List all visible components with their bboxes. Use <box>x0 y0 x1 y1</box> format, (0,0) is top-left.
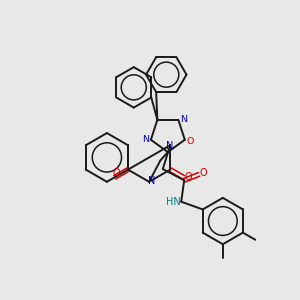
Text: O: O <box>187 137 194 146</box>
Text: HN: HN <box>166 197 180 207</box>
Text: N: N <box>166 141 173 151</box>
Text: O: O <box>112 169 120 178</box>
Text: O: O <box>185 172 193 182</box>
Text: O: O <box>199 168 207 178</box>
Text: N: N <box>148 176 155 186</box>
Text: N: N <box>142 135 149 144</box>
Text: N: N <box>180 115 187 124</box>
